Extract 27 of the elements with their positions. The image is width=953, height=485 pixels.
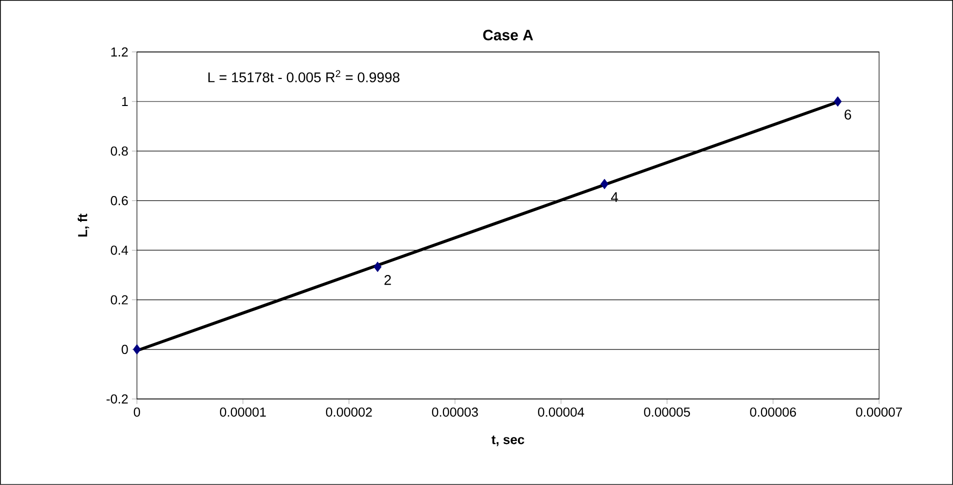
x-tick-label: 0 bbox=[134, 408, 140, 417]
y-tick-label: 0.4 bbox=[110, 246, 128, 255]
y-axis-title: L, ft bbox=[78, 214, 90, 237]
x-tick-label: 0.00002 bbox=[326, 408, 372, 417]
y-tick-label: 0.6 bbox=[110, 196, 128, 206]
x-tick-label: 0.00001 bbox=[220, 408, 266, 417]
annotation: 4 bbox=[611, 192, 618, 202]
point bbox=[600, 178, 608, 190]
y-tick-label: -0.2 bbox=[106, 394, 128, 404]
annotation: 6 bbox=[844, 110, 852, 120]
x-tick-label: 0.00003 bbox=[432, 408, 478, 417]
y-tick-label: 1 bbox=[122, 97, 128, 106]
point bbox=[834, 96, 842, 107]
annotation: 2 bbox=[384, 275, 391, 285]
point bbox=[374, 262, 382, 272]
y-tick-label: 0 bbox=[122, 344, 128, 354]
point bbox=[132, 344, 141, 355]
annotation: L = 15178t - 0.005 R$^{2}$ = 0.9998 bbox=[208, 70, 400, 82]
y-tick-label: 0.8 bbox=[110, 146, 128, 156]
y-tick-label: 0.2 bbox=[110, 295, 128, 304]
x-tick-label: 0.00004 bbox=[538, 408, 584, 417]
chart-title: Case A bbox=[483, 30, 534, 40]
x-axis-title: t, sec bbox=[492, 436, 524, 446]
x-tick-label: 0.00005 bbox=[644, 408, 690, 417]
x-tick-label: 0.00007 bbox=[856, 408, 902, 417]
y-tick-label: 1.2 bbox=[111, 47, 128, 56]
x-tick-label: 0.00006 bbox=[750, 408, 796, 417]
